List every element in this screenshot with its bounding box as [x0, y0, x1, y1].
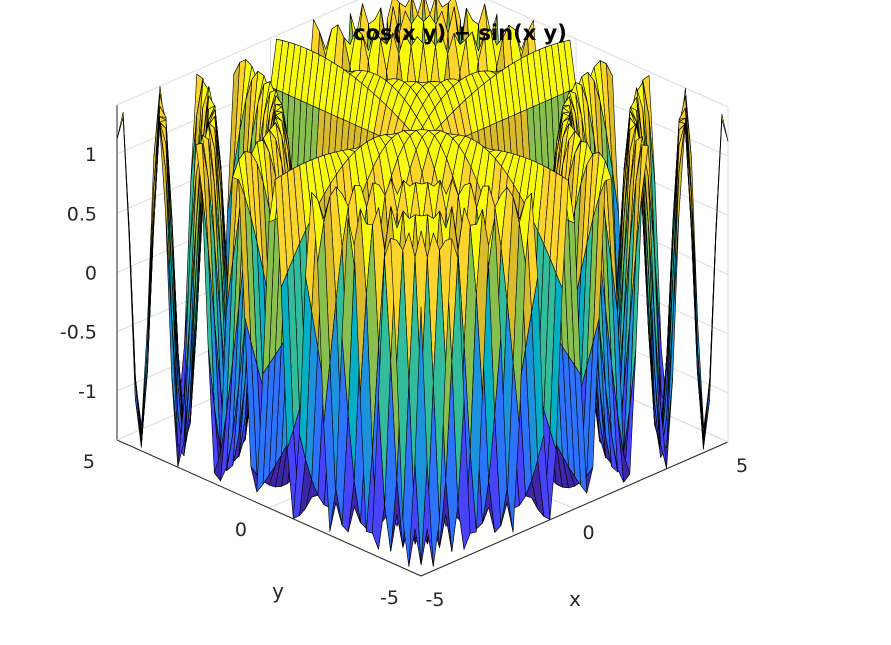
surface-face	[691, 192, 705, 428]
surface-face	[414, 306, 428, 566]
x-axis-label: x	[569, 587, 581, 611]
z-tick-label: 0.5	[67, 203, 97, 225]
surface-mesh	[116, 0, 729, 567]
surface-face	[703, 231, 717, 437]
x-tick-label: 5	[736, 455, 748, 477]
chart-title: cos(x y) + sin(x y)	[353, 21, 567, 45]
z-tick-label: -1	[78, 381, 97, 403]
surface-face	[116, 112, 130, 230]
z-tick-label: 1	[85, 144, 97, 166]
surface-face	[715, 114, 729, 232]
axis-box-edge-1	[420, 441, 729, 577]
surface-face	[128, 228, 142, 441]
surface-face	[703, 230, 717, 443]
y-axis-label: y	[272, 579, 284, 603]
surface-face	[129, 229, 142, 435]
axis-box-edge-6	[116, 0, 359, 106]
tick-labels: -1 -0.5 0 0.5 1 -5 0 5 -5 0 5	[60, 144, 748, 611]
z-tick-label: 0	[85, 263, 97, 285]
y-tick-label: 5	[83, 451, 95, 473]
z-tick-label: -0.5	[60, 322, 97, 344]
x-tick-label: -5	[426, 589, 445, 611]
y-tick-label: -5	[380, 587, 399, 609]
axis-box-edge-0	[116, 439, 422, 577]
x-tick-label: 0	[582, 522, 594, 544]
y-tick-label: 0	[235, 519, 247, 541]
axis-box-edge-7	[487, 0, 729, 108]
